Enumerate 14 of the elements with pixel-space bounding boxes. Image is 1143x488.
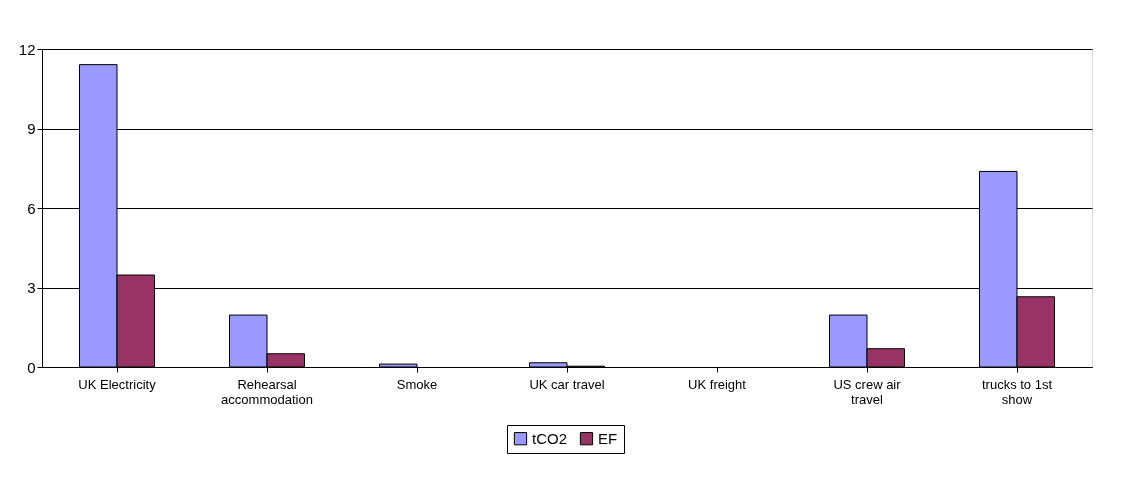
x-tick-label: Smoke bbox=[396, 376, 438, 392]
y-tick-label: 0 bbox=[27, 358, 36, 376]
y-tick-label: 3 bbox=[27, 279, 36, 296]
x-tick-label: UK freight bbox=[688, 376, 747, 392]
y-tick-label: 12 bbox=[18, 40, 36, 58]
x-tick-label: UK car travel bbox=[529, 376, 605, 392]
x-tick-label: UK Electricity bbox=[78, 376, 157, 392]
x-tick-label: trucks to 1st show bbox=[981, 376, 1053, 407]
x-tick-label: Rehearsal accommodation bbox=[221, 376, 313, 407]
legend-label: EF bbox=[598, 429, 618, 447]
legend-label: tCO2 bbox=[532, 429, 568, 447]
y-tick-label: 6 bbox=[27, 199, 36, 217]
y-tick-label: 9 bbox=[27, 120, 36, 137]
x-tick-label: US crew air travel bbox=[833, 376, 902, 407]
